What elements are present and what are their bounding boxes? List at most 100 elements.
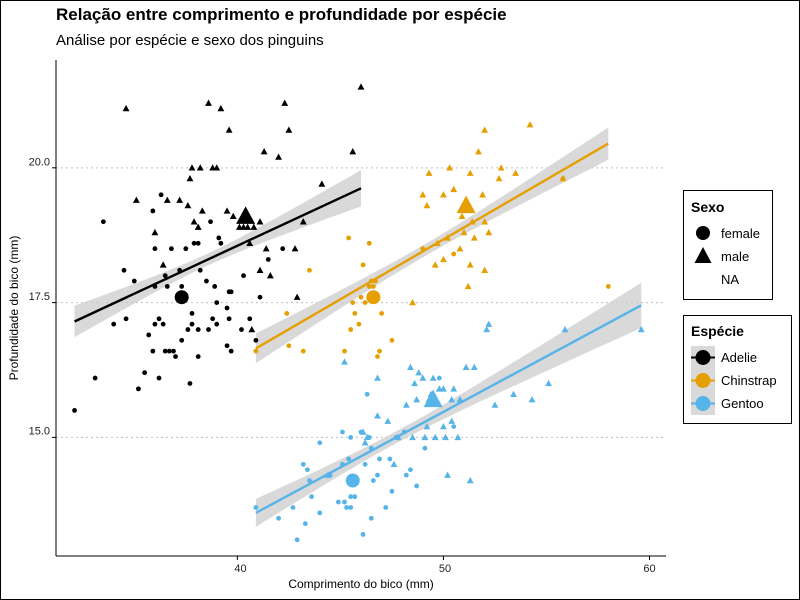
legend-chinstrap-point-icon	[695, 373, 711, 388]
gentoo-regression-line	[255, 304, 642, 514]
adelie-male-point	[256, 218, 264, 225]
adelie-male-point	[163, 196, 171, 203]
gentoo-female-point	[342, 499, 347, 505]
adelie-female-point	[189, 321, 195, 327]
chinstrap-male-point	[479, 191, 487, 198]
adelie-male-point	[217, 104, 225, 112]
legend-adelie-point-icon	[695, 350, 711, 365]
adelie-female-point	[123, 316, 129, 322]
regression-lines	[74, 142, 642, 514]
chinstrap-female-point	[350, 300, 356, 306]
chinstrap-female-point	[356, 321, 362, 327]
gentoo-female-point	[368, 515, 374, 521]
adelie-female-point	[142, 370, 148, 376]
gentoo-female-point	[300, 461, 306, 467]
adelie-female-point	[212, 284, 218, 289]
gentoo-female-point	[436, 375, 442, 381]
adelie-female-point	[257, 294, 263, 300]
gentoo-male-point	[429, 374, 437, 381]
chinstrap-male-point	[440, 191, 447, 198]
adelie-male-point	[159, 261, 167, 268]
chinstrap-female-point	[377, 348, 382, 354]
adelie-male-point	[357, 83, 365, 90]
adelie-female-point	[208, 219, 213, 225]
gentoo-male-point	[491, 401, 499, 408]
gridlines	[56, 167, 666, 438]
gentoo-female-point	[346, 456, 352, 462]
legend-male-label: male	[721, 249, 749, 264]
chinstrap-female-point	[352, 310, 358, 316]
chinstrap-male-point	[495, 175, 503, 182]
gentoo-male-point	[444, 471, 451, 478]
chart-subtitle: Análise por espécie e sexo dos pinguins	[56, 32, 324, 49]
adelie-female-point	[131, 278, 137, 284]
adelie-male-point	[281, 99, 289, 106]
chinstrap-male-point	[512, 169, 519, 176]
gentoo-female-point	[375, 472, 380, 478]
gentoo-female-point	[307, 478, 312, 483]
adelie-female-point	[228, 289, 234, 295]
gentoo-male-point	[510, 390, 517, 397]
adelie-male-point	[246, 239, 254, 247]
adelie-male-point	[266, 272, 274, 279]
adelie-male-point	[198, 207, 206, 214]
adelie-male-point	[229, 212, 237, 220]
adelie-regression-line	[74, 187, 362, 323]
axes: 40 50 60 15.0 17.5 20.0 Comprimento do b…	[7, 60, 666, 591]
legend-female-circle-icon	[696, 226, 710, 240]
gentoo-female-mean-marker	[345, 473, 360, 488]
chinstrap-male-point	[456, 245, 464, 252]
gentoo-female-point	[348, 505, 354, 510]
adelie-female-point	[187, 381, 193, 386]
gentoo-male-point	[442, 433, 449, 441]
chinstrap-male-point	[409, 299, 416, 306]
x-tick-label-40: 40	[234, 563, 246, 575]
chinstrap-female-point	[375, 354, 380, 359]
adelie-female-point	[173, 354, 178, 359]
gentoo-male-point	[390, 460, 398, 468]
gentoo-female-point	[422, 445, 428, 451]
adelie-female-point	[92, 375, 98, 381]
adelie-male-point	[285, 126, 293, 133]
gentoo-female-point	[403, 472, 409, 478]
adelie-female-point	[150, 348, 156, 354]
gentoo-female-point	[370, 478, 376, 483]
adelie-female-point	[166, 348, 172, 354]
chinstrap-male-point	[446, 164, 454, 171]
adelie-female-point	[191, 240, 197, 246]
legend-female-label: female	[721, 226, 760, 241]
gentoo-female-point	[408, 467, 413, 473]
gentoo-female-point	[387, 456, 393, 462]
adelie-male-point	[262, 245, 270, 252]
gentoo-male-mean-marker	[423, 389, 443, 408]
y-tick-label-20: 20.0	[29, 157, 50, 169]
gentoo-male-point	[440, 423, 447, 430]
x-tick-label-60: 60	[643, 563, 655, 575]
chinstrap-female-point	[307, 267, 312, 273]
gentoo-male-point	[419, 374, 427, 381]
gentoo-female-point	[389, 488, 395, 494]
adelie-female-point	[224, 343, 230, 349]
gentoo-male-point	[450, 385, 458, 392]
adelie-male-point	[260, 148, 268, 155]
chinstrap-female-point	[362, 300, 368, 306]
legend-male-triangle-icon	[694, 247, 712, 263]
adelie-female-point	[210, 316, 216, 322]
legend-chinstrap-label: Chinstrap	[721, 373, 777, 388]
chinstrap-female-point	[358, 294, 364, 300]
chinstrap-female-point	[370, 284, 376, 289]
gentoo-male-point	[413, 396, 421, 403]
gentoo-female-point	[340, 429, 345, 435]
gentoo-male-point	[528, 396, 536, 403]
legend-adelie-label: Adelie	[721, 350, 757, 365]
gentoo-male-point	[384, 417, 392, 424]
x-axis-title: Comprimento do bico (mm)	[288, 577, 433, 591]
gentoo-male-point	[361, 439, 369, 446]
gentoo-male-point	[485, 320, 493, 327]
adelie-female-point	[218, 240, 224, 246]
gentoo-male-point	[359, 428, 367, 435]
adelie-female-point	[239, 327, 244, 332]
gentoo-male-point	[411, 379, 419, 387]
adelie-male-point	[225, 126, 233, 133]
